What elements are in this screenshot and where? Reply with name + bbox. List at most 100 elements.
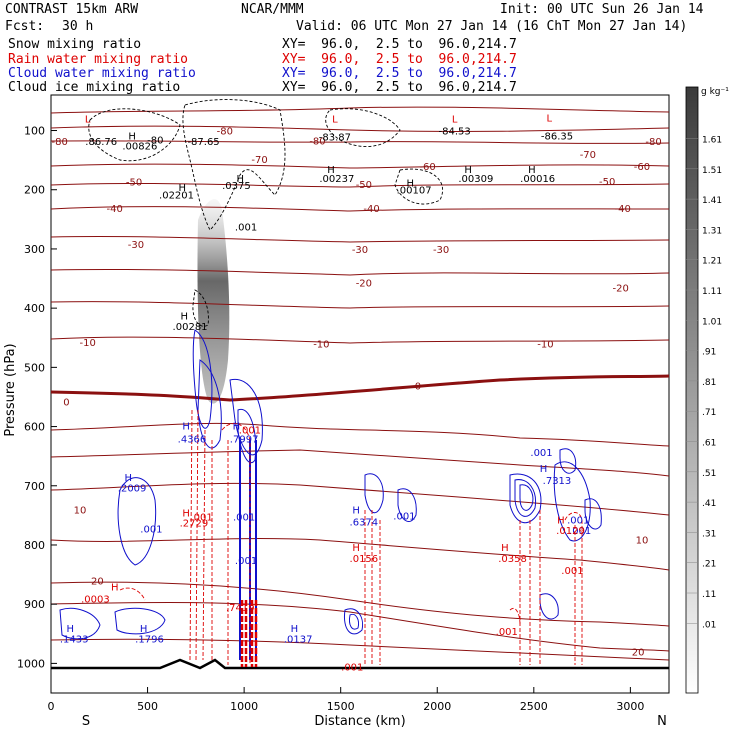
extremum-label: H xyxy=(291,624,299,635)
temperature-labels: -80 -80 -80 -80 -70 -70 -60 -60 -50 -50 -50 -40 -40 -… xyxy=(52,127,662,659)
x-tick-label: 2500 xyxy=(520,700,548,713)
temperature-contour-label: -30 xyxy=(128,240,144,251)
temperature-contour-label: -40 xyxy=(363,204,379,215)
extremum-label: .1796 xyxy=(135,635,164,646)
x-tick-label: 1500 xyxy=(327,700,355,713)
extremum-label: .00281 xyxy=(173,322,208,333)
colorbar-label: .21 xyxy=(702,560,716,570)
extremum-label: H xyxy=(128,131,136,142)
field-name-snow: Snow mixing ratio xyxy=(8,37,142,52)
extremum-label: .02201 xyxy=(159,190,194,201)
forecast-hours: 30 h xyxy=(62,19,94,34)
extremum-label: .0156 xyxy=(350,554,379,565)
extremum-label: .001 xyxy=(191,513,213,524)
extremum-label: H xyxy=(67,624,75,635)
x-tick-label: 500 xyxy=(137,700,158,713)
extremum-label: L xyxy=(546,113,552,124)
y-axis-ticks: 100 200 300 400 500 600 700 800 900 1000 xyxy=(17,125,57,670)
extremum-label: H xyxy=(352,505,360,516)
y-tick-label: 200 xyxy=(24,184,45,197)
x-tick-label: 0 xyxy=(48,700,55,713)
extremum-label: .7419 xyxy=(226,603,255,614)
extremum-label: .2729 xyxy=(180,518,209,529)
colorbar-label: 1.61 xyxy=(702,136,722,146)
temperature-contour-label: -70 xyxy=(580,150,596,161)
colorbar-label: 1.11 xyxy=(702,287,722,297)
field-xy-rain: XY= 96.0, 2.5 to 96.0,214.7 xyxy=(282,52,517,67)
colorbar-label: 1.31 xyxy=(702,226,722,236)
temperature-contour-label: -10 xyxy=(80,338,96,349)
temperature-contour-label: -60 xyxy=(419,162,435,173)
y-tick-label: 700 xyxy=(24,480,45,493)
snow-plume xyxy=(197,199,230,404)
colorbar-label: 1.01 xyxy=(702,317,722,327)
extremum-label: .00107 xyxy=(397,186,432,197)
field-xy-cloud-water: XY= 96.0, 2.5 to 96.0,214.7 xyxy=(282,66,517,81)
extremum-label: H xyxy=(236,174,244,185)
extremum-label: L xyxy=(452,115,458,126)
colorbar: g kg⁻¹ 1.61 1.51 1.41 1.31 1.21 1.11 1.01 .91 .81… xyxy=(685,86,729,694)
field-name-cloud-ice: Cloud ice mixing ratio xyxy=(8,80,181,95)
colorbar-label: .71 xyxy=(702,408,716,418)
colorbar-label: .61 xyxy=(702,439,716,449)
valid-time: Valid: 06 UTC Mon 27 Jan 14 (16 ChT Mon … xyxy=(296,19,688,34)
temperature-contour-label: -80 xyxy=(309,137,325,148)
extremum-label: -83.87 xyxy=(319,132,351,143)
x-axis-label: Distance (km) xyxy=(314,714,405,729)
extremum-label: H xyxy=(528,165,536,176)
y-tick-label: 400 xyxy=(24,302,45,315)
temperature-contour-label: -80 xyxy=(217,127,233,138)
extremum-label: H xyxy=(501,543,509,554)
temperature-contour-label: -30 xyxy=(433,245,449,256)
temperature-contour-label: -50 xyxy=(599,177,615,188)
colorbar-label: .31 xyxy=(702,529,716,539)
extremum-label: H xyxy=(327,165,335,176)
field-xy-cloud-ice: XY= 96.0, 2.5 to 96.0,214.7 xyxy=(282,80,517,95)
extremum-label: .001 xyxy=(496,627,518,638)
x-tick-label: 1000 xyxy=(230,700,258,713)
y-axis-label: Pressure (hPa) xyxy=(3,343,18,436)
colorbar-label: 1.21 xyxy=(702,257,722,267)
extremum-label: .2009 xyxy=(118,484,147,495)
x-axis-ticks: 0 500 1000 1500 2000 2500 3000 xyxy=(48,687,644,713)
temperature-contour-label: 10 xyxy=(636,536,649,547)
y-tick-label: 1000 xyxy=(17,657,45,670)
y-tick-label: 500 xyxy=(24,361,45,374)
extremum-label: .00826 xyxy=(122,141,157,152)
extremum-label: .001 xyxy=(235,556,257,567)
extremum-label: .6374 xyxy=(350,517,379,528)
extremum-label: L xyxy=(85,115,91,126)
x-tick-label: 2000 xyxy=(423,700,451,713)
temperature-contour-label: -20 xyxy=(613,283,629,294)
temperature-contour-label: -20 xyxy=(356,279,372,290)
extremum-label: .1433 xyxy=(60,635,89,646)
temperature-contour-label: 20 xyxy=(632,648,645,659)
temperature-contour-label: -50 xyxy=(126,177,142,188)
extremum-label: -80 xyxy=(147,135,163,146)
colorbar-label: .51 xyxy=(702,469,716,479)
temperature-contour-label: -10 xyxy=(313,340,329,351)
y-tick-label: 600 xyxy=(24,421,45,434)
extremum-label: .001 xyxy=(561,566,583,577)
field-name-rain: Rain water mixing ratio xyxy=(8,52,189,67)
field-name-cloud-water: Cloud water mixing ratio xyxy=(8,66,196,81)
extremum-label: .001 xyxy=(235,222,257,233)
rain-water-contours xyxy=(119,409,583,667)
temperature-contour-label: -70 xyxy=(251,155,267,166)
extremum-label: H xyxy=(352,543,360,554)
colorbar-label: .41 xyxy=(702,499,716,509)
extremum-label: H xyxy=(111,582,119,593)
extremum-label: .001 xyxy=(341,662,363,673)
extremum-label: .7313 xyxy=(543,476,572,487)
extremum-label: .4366 xyxy=(178,434,207,445)
colorbar-label: 1.41 xyxy=(702,196,722,206)
colorbar-label: 1.51 xyxy=(702,166,722,176)
extremum-label: .00016 xyxy=(520,174,555,185)
colorbar-label: .11 xyxy=(702,590,716,600)
extremum-label: .001 xyxy=(233,513,255,524)
extremum-label: -87.65 xyxy=(187,137,219,148)
extremum-label: H xyxy=(182,421,190,432)
extremum-label: H xyxy=(124,473,132,484)
y-tick-label: 100 xyxy=(24,125,45,138)
